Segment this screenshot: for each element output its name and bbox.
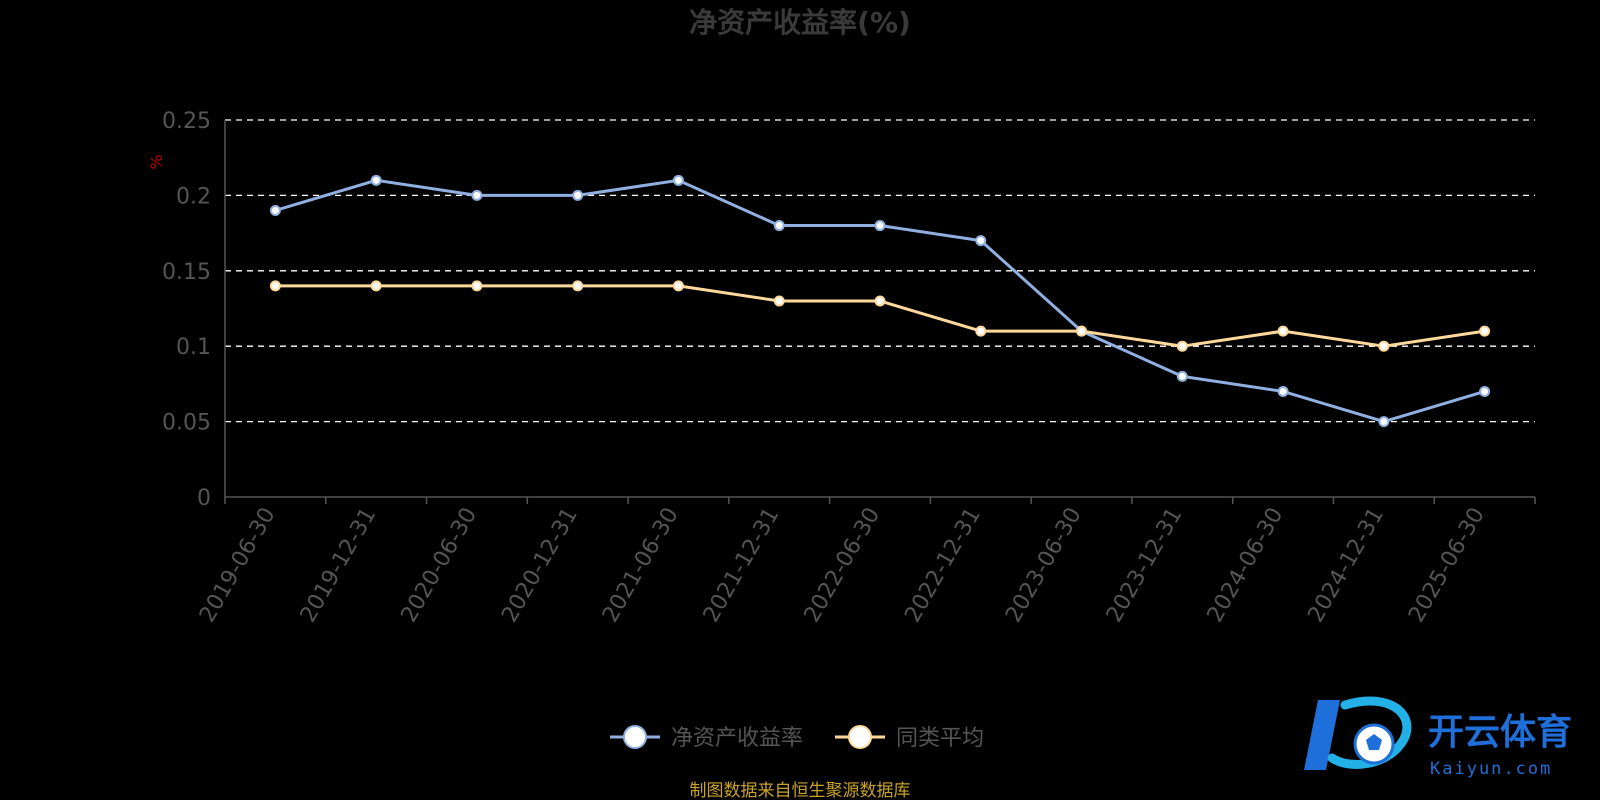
x-tick-label: 2023-06-30 <box>1001 504 1087 627</box>
legend[interactable]: 净资产收益率 同类平均 <box>610 725 984 751</box>
brand-logo: K 开云体育 Kaiyun.com <box>1290 696 1572 779</box>
data-point-0[interactable] <box>269 204 281 216</box>
x-tick-label: 2020-12-31 <box>497 504 583 627</box>
x-tick-label: 2024-06-30 <box>1203 504 1289 627</box>
series-line-1 <box>275 284 1485 348</box>
chart-title: 净资产收益率(%) <box>689 6 911 39</box>
x-tick-label: 2022-06-30 <box>800 504 886 627</box>
legend-marker <box>848 725 872 749</box>
series-layer <box>269 174 1491 428</box>
y-axis-unit: % <box>147 154 166 169</box>
y-tick-label: 0.1 <box>176 335 211 360</box>
data-point-1[interactable] <box>370 280 382 292</box>
y-tick-label: 0.2 <box>176 184 211 209</box>
legend-marker <box>623 725 647 749</box>
x-tick-label: 2021-12-31 <box>699 504 785 627</box>
x-tick-label: 2024-12-31 <box>1303 504 1389 627</box>
data-point-1[interactable] <box>773 295 785 307</box>
data-point-1[interactable] <box>1479 325 1491 337</box>
y-tick-label: 0.05 <box>162 411 211 436</box>
data-point-1[interactable] <box>1076 325 1088 337</box>
axes <box>224 120 1536 504</box>
data-point-0[interactable] <box>1176 370 1188 382</box>
x-tick-label: 2019-06-30 <box>195 504 281 627</box>
data-point-1[interactable] <box>672 280 684 292</box>
data-point-0[interactable] <box>572 189 584 201</box>
kaiyun-logo-icon: K <box>1290 696 1412 770</box>
y-tick-label: 0.25 <box>162 109 211 134</box>
y-tick-label: 0.15 <box>162 260 211 285</box>
data-point-0[interactable] <box>370 174 382 186</box>
source-note: 制图数据来自恒生聚源数据库 <box>690 781 911 800</box>
y-axis-ticks: 0 0.05 0.1 0.15 0.2 0.25 <box>162 109 211 511</box>
data-point-1[interactable] <box>1378 340 1390 352</box>
data-point-0[interactable] <box>1479 385 1491 397</box>
data-point-0[interactable] <box>1378 416 1390 428</box>
x-tick-label: 2020-06-30 <box>397 504 483 627</box>
legend-item-0[interactable]: 净资产收益率 <box>610 725 803 751</box>
data-point-0[interactable] <box>874 220 886 232</box>
grid-lines <box>225 119 1535 423</box>
logo-name: 开云体育 <box>1428 712 1572 753</box>
legend-label: 净资产收益率 <box>671 726 803 751</box>
data-point-0[interactable] <box>672 174 684 186</box>
x-axis-ticks: 2019-06-30 2019-12-31 2020-06-30 2020-12-31… <box>195 504 1490 627</box>
data-point-0[interactable] <box>1277 385 1289 397</box>
data-point-0[interactable] <box>471 189 483 201</box>
legend-item-1[interactable]: 同类平均 <box>835 725 984 751</box>
x-tick-label: 2025-06-30 <box>1404 504 1490 627</box>
legend-label: 同类平均 <box>896 726 984 751</box>
data-point-0[interactable] <box>773 220 785 232</box>
data-point-1[interactable] <box>269 280 281 292</box>
data-point-1[interactable] <box>874 295 886 307</box>
data-point-0[interactable] <box>975 235 987 247</box>
logo-url: Kaiyun.com <box>1430 759 1552 779</box>
data-point-1[interactable] <box>1277 325 1289 337</box>
x-tick-label: 2023-12-31 <box>1102 504 1188 627</box>
x-tick-label: 2019-12-31 <box>296 504 382 627</box>
logo-mark: K <box>1290 699 1291 701</box>
x-tick-label: 2022-12-31 <box>900 504 986 627</box>
data-point-1[interactable] <box>975 325 987 337</box>
data-point-1[interactable] <box>471 280 483 292</box>
x-tick-label: 2021-06-30 <box>598 504 684 627</box>
data-point-1[interactable] <box>1176 340 1188 352</box>
y-tick-label: 0 <box>197 486 211 511</box>
data-point-1[interactable] <box>572 280 584 292</box>
